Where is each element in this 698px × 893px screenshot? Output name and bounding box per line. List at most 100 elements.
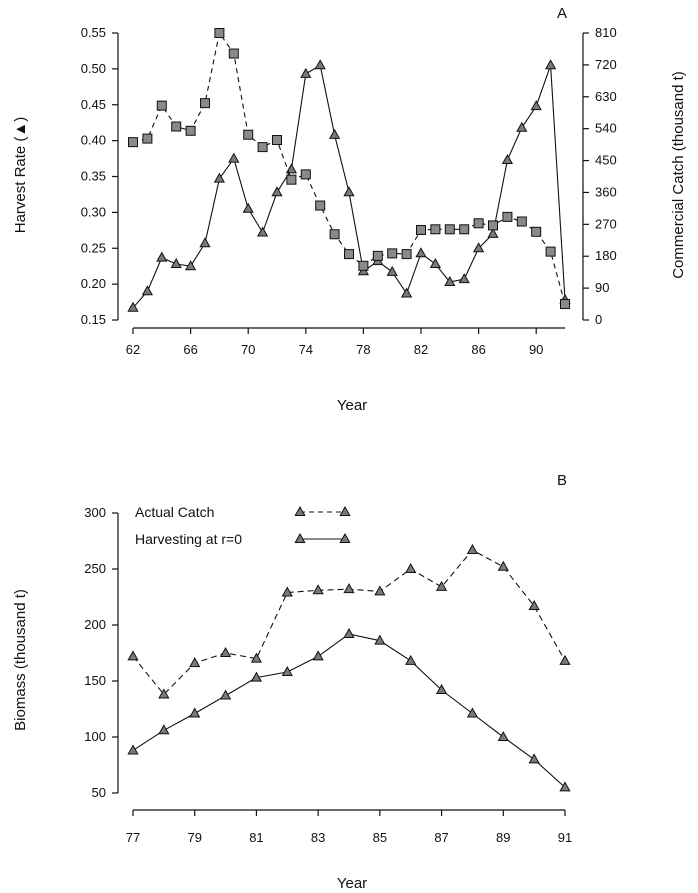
harvesting-r0-point xyxy=(374,634,386,645)
panel-b-y-axis-title: Biomass (thousand t) xyxy=(12,589,29,731)
y-tick-label: 300 xyxy=(84,505,106,520)
actual-catch-point xyxy=(374,585,386,596)
panel-a-series xyxy=(127,28,571,312)
commercial-catch-point xyxy=(560,299,570,310)
actual-catch-point xyxy=(127,650,139,661)
panel-b: B Year Biomass (thousand t) Actual Catch… xyxy=(12,472,572,892)
actual-catch-series xyxy=(127,543,571,699)
harvest-rate-point xyxy=(429,258,442,269)
harvest-rate-point xyxy=(487,227,499,238)
harvest-rate-point xyxy=(242,202,254,213)
left-tick-label: 0.45 xyxy=(81,97,106,112)
left-tick-label: 0.35 xyxy=(81,169,106,184)
panel-b-x-axis-title: Year xyxy=(337,875,367,892)
commercial-catch-point xyxy=(200,98,210,109)
x-tick-label: 86 xyxy=(471,342,485,357)
panel-a-axes xyxy=(112,32,589,334)
y-tick-label: 50 xyxy=(92,785,106,800)
actual-catch-point xyxy=(435,580,448,591)
right-tick-label: 90 xyxy=(595,280,609,295)
harvesting-r0-point xyxy=(189,707,201,718)
legend-marker xyxy=(339,505,351,516)
harvest-rate-point xyxy=(544,59,557,70)
harvest-rate-point xyxy=(184,260,197,271)
x-tick-label: 82 xyxy=(414,342,428,357)
harvesting-r0-point xyxy=(466,707,479,718)
panel-b-series xyxy=(127,543,571,792)
x-tick-label: 83 xyxy=(311,830,325,845)
panel-a-tick-labels: 0.15 0.20 0.25 0.30 0.35 0.40 0.45 0.50 0.55 0 90 1… xyxy=(81,25,617,357)
commercial-catch-point xyxy=(156,100,167,111)
right-tick-label: 360 xyxy=(595,184,617,199)
harvest-rate-point xyxy=(256,226,269,237)
harvest-rate-point xyxy=(228,152,240,163)
x-tick-label: 62 xyxy=(126,342,140,357)
actual-catch-point xyxy=(219,646,232,657)
actual-catch-point xyxy=(405,562,417,573)
actual-catch-point xyxy=(343,583,355,594)
legend-marker xyxy=(294,532,306,543)
left-tick-label: 0.40 xyxy=(81,133,106,148)
harvest-rate-point xyxy=(156,251,168,262)
actual-catch-point xyxy=(312,584,324,595)
harvesting-r0-point xyxy=(250,671,263,682)
actual-catch-point xyxy=(528,599,540,610)
left-tick-label: 0.55 xyxy=(81,25,106,40)
commercial-catch-point xyxy=(128,137,138,148)
commercial-catch-point xyxy=(430,224,441,235)
legend-marker xyxy=(294,505,306,516)
harvesting-r0-point xyxy=(312,650,324,661)
actual-catch-point xyxy=(189,657,201,668)
actual-catch-point xyxy=(466,543,479,554)
panel-a-right-axis-title: Commercial Catch (thousand t) xyxy=(670,71,687,279)
legend-sample-actual-catch xyxy=(294,505,351,516)
right-tick-label: 630 xyxy=(595,89,617,104)
x-tick-label: 79 xyxy=(187,830,201,845)
y-tick-label: 250 xyxy=(84,561,106,576)
harvesting-r0-point xyxy=(435,683,448,694)
commercial-catch-point xyxy=(214,28,225,38)
harvest-rate-series xyxy=(127,59,571,312)
x-tick-label: 70 xyxy=(241,342,255,357)
actual-catch-point xyxy=(497,560,509,571)
x-tick-label: 87 xyxy=(434,830,448,845)
harvest-rate-point xyxy=(271,186,283,197)
y-tick-label: 200 xyxy=(84,617,106,632)
right-tick-label: 270 xyxy=(595,216,617,231)
y-tick-label: 100 xyxy=(84,729,106,744)
harvesting-r0-point xyxy=(343,627,355,638)
commercial-catch-point xyxy=(502,211,513,222)
harvest-rate-point xyxy=(285,163,298,174)
commercial-catch-line xyxy=(132,31,566,305)
harvest-rate-point xyxy=(314,59,326,70)
right-tick-label: 0 xyxy=(595,312,602,327)
commercial-catch-point xyxy=(444,224,455,235)
panel-b-tick-labels: 50 100 150 200 250 300 77 79 81 83 85 87 89 91 xyxy=(84,505,572,845)
harvest-rate-point xyxy=(444,275,456,286)
x-tick-label: 74 xyxy=(299,342,313,357)
harvesting-r0-point xyxy=(405,654,417,665)
commercial-catch-point xyxy=(473,218,484,229)
commercial-catch-point xyxy=(344,249,354,260)
harvest-rate-point xyxy=(400,287,413,298)
actual-catch-point xyxy=(559,654,571,665)
commercial-catch-point xyxy=(459,224,470,235)
harvesting-r0-point xyxy=(528,753,540,764)
harvesting-r0-point xyxy=(127,744,139,755)
panel-a-x-axis-title: Year xyxy=(337,397,367,414)
x-tick-label: 66 xyxy=(183,342,197,357)
harvesting-r0-point xyxy=(219,689,232,700)
harvest-rate-point xyxy=(199,237,211,248)
commercial-catch-point xyxy=(185,125,196,136)
harvesting-r0-point xyxy=(281,666,293,677)
x-tick-label: 78 xyxy=(356,342,370,357)
commercial-catch-point xyxy=(387,248,398,259)
harvest-rate-point xyxy=(530,100,542,111)
harvesting-r0-point xyxy=(158,724,170,735)
left-tick-label: 0.25 xyxy=(81,240,106,255)
harvest-rate-point xyxy=(415,247,427,258)
commercial-catch-point xyxy=(171,121,182,132)
harvesting-r0-point xyxy=(559,781,571,792)
right-tick-label: 450 xyxy=(595,153,617,168)
